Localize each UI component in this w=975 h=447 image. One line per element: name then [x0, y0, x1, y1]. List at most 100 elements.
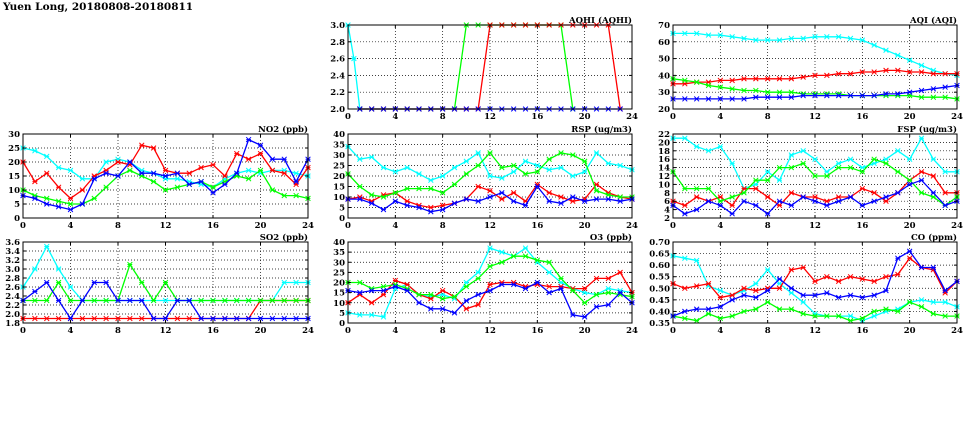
x-tick-label: 24 — [951, 326, 963, 336]
data-point — [682, 315, 688, 322]
data-point — [682, 185, 688, 192]
y-tick-label: 60 — [658, 38, 670, 48]
data-point — [906, 156, 913, 162]
data-point — [930, 190, 937, 196]
data-point — [918, 87, 925, 94]
data-point — [764, 89, 771, 95]
data-point — [764, 169, 771, 175]
data-point — [906, 181, 913, 188]
data-point — [729, 202, 735, 209]
chart-title: NO2 (ppb) — [258, 124, 308, 135]
data-point — [812, 34, 818, 40]
data-point — [788, 164, 795, 171]
data-point — [546, 283, 552, 290]
data-point — [824, 313, 830, 319]
data-point — [788, 290, 795, 296]
data-point — [918, 177, 925, 183]
data-point — [705, 306, 712, 312]
data-point — [43, 243, 50, 250]
data-point — [186, 297, 193, 304]
data-point — [570, 194, 576, 200]
data-point — [198, 164, 204, 171]
data-point — [835, 278, 842, 285]
y-tick-label: 25 — [333, 268, 345, 278]
chart-title: O3 (ppb) — [590, 232, 632, 243]
data-point — [776, 306, 783, 312]
data-point — [617, 162, 623, 169]
y-tick-label: 40 — [333, 238, 345, 248]
data-point — [788, 190, 795, 196]
data-point — [245, 167, 252, 174]
data-point — [942, 202, 948, 209]
data-point — [115, 315, 121, 322]
data-point — [883, 67, 889, 74]
data-point — [930, 173, 937, 179]
data-point — [293, 178, 299, 185]
data-point — [269, 187, 276, 193]
data-point — [906, 177, 913, 183]
data-point — [150, 170, 157, 176]
y-tick-label: 0.45 — [649, 296, 670, 306]
x-tick-label: 4 — [717, 326, 723, 336]
data-point — [741, 76, 747, 82]
data-point — [103, 170, 109, 176]
data-point — [499, 190, 505, 196]
data-point — [581, 299, 588, 306]
data-point — [895, 308, 901, 315]
series-line-aqi-0 — [673, 32, 958, 77]
x-tick-label: 4 — [392, 326, 398, 336]
data-point — [269, 156, 276, 162]
data-point — [705, 198, 712, 204]
data-point — [871, 308, 877, 315]
x-tick-label: 12 — [484, 221, 496, 231]
x-tick-label: 0 — [345, 221, 351, 231]
y-tick-label: 3.4 — [5, 247, 20, 257]
x-tick-label: 20 — [255, 221, 267, 231]
x-tick-label: 12 — [809, 112, 821, 122]
data-point — [475, 198, 481, 204]
data-point — [942, 94, 948, 100]
x-tick-label: 16 — [856, 112, 868, 122]
data-point — [368, 312, 375, 318]
x-tick-label: 0 — [670, 221, 676, 231]
data-point — [55, 198, 62, 204]
x-tick-label: 16 — [207, 326, 219, 336]
data-point — [764, 287, 771, 294]
data-point — [871, 313, 877, 319]
data-point — [918, 304, 925, 310]
data-point — [581, 285, 588, 292]
data-point — [127, 167, 133, 174]
data-point — [693, 79, 700, 85]
data-point — [392, 283, 399, 290]
data-point — [499, 175, 505, 181]
y-tick-label: 40 — [333, 130, 345, 140]
data-point — [717, 202, 724, 209]
data-point — [281, 156, 288, 162]
data-point — [115, 297, 121, 304]
data-point — [79, 201, 86, 207]
data-point — [682, 96, 688, 102]
data-point — [558, 194, 564, 200]
data-point — [380, 194, 387, 200]
data-point — [416, 185, 422, 192]
data-point — [835, 294, 842, 301]
data-point — [741, 190, 747, 196]
data-point — [32, 288, 38, 295]
x-tick-label: 16 — [856, 221, 868, 231]
data-point — [174, 184, 181, 190]
data-point — [522, 245, 529, 251]
data-point — [617, 269, 623, 276]
data-point — [764, 267, 771, 273]
data-point — [79, 187, 86, 193]
data-point — [693, 283, 700, 289]
data-point — [824, 202, 830, 209]
data-point — [581, 314, 588, 320]
data-point — [682, 77, 688, 84]
data-point — [210, 315, 216, 322]
data-point — [942, 287, 948, 294]
y-tick-label: 0 — [339, 319, 345, 329]
data-point — [43, 170, 50, 176]
data-point — [150, 297, 157, 304]
data-point — [871, 198, 877, 204]
data-point — [67, 201, 74, 207]
